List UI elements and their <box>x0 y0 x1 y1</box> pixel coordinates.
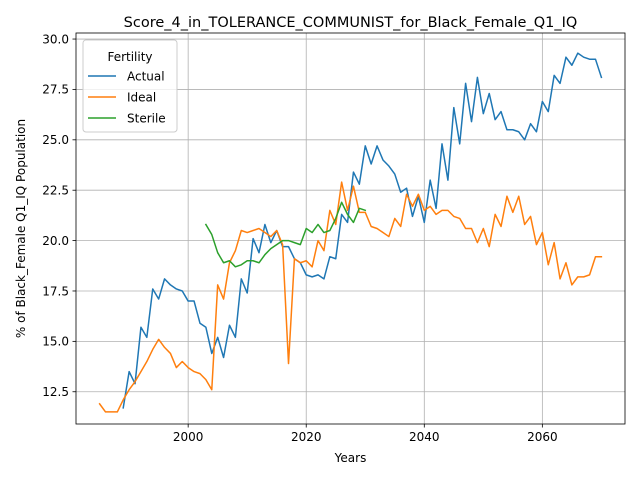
legend-label-ideal: Ideal <box>127 91 156 105</box>
legend-title: Fertility <box>107 50 152 64</box>
series-layer <box>98 52 603 413</box>
series-line-ideal <box>98 181 603 413</box>
x-tick-label: 2000 <box>173 430 204 444</box>
y-tick-label: 25.0 <box>42 133 69 147</box>
y-tick-label: 15.0 <box>42 335 69 349</box>
axis-ticks: 2000 2020 2040 2060 12.5 15.0 17.5 20.0 22.5 25.0… <box>42 32 557 444</box>
x-axis-label: Years <box>334 451 367 465</box>
x-tick-label: 2040 <box>409 430 440 444</box>
y-tick-label: 12.5 <box>42 385 69 399</box>
legend-entries: Actual Ideal Sterile <box>88 70 166 126</box>
legend-label-actual: Actual <box>127 70 165 84</box>
y-tick-label: 20.0 <box>42 234 69 248</box>
y-tick-label: 27.5 <box>42 83 69 97</box>
x-tick-label: 2020 <box>291 430 322 444</box>
y-tick-label: 22.5 <box>42 184 69 198</box>
series-line-actual <box>122 52 603 409</box>
plot-frame <box>75 32 626 425</box>
y-tick-label: 17.5 <box>42 284 69 298</box>
legend: Fertility Actual Ideal Sterile <box>82 39 178 133</box>
y-tick-label: 30.0 <box>42 32 69 46</box>
x-tick-label: 2060 <box>527 430 558 444</box>
series-line-sterile <box>204 201 367 268</box>
legend-box <box>82 39 178 133</box>
legend-label-sterile: Sterile <box>127 112 166 126</box>
y-axis-label: % of Black_Female Q1_IQ Population <box>14 119 28 338</box>
chart-title: Score_4_in_TOLERANCE_COMMUNIST_for_Black… <box>124 15 578 31</box>
